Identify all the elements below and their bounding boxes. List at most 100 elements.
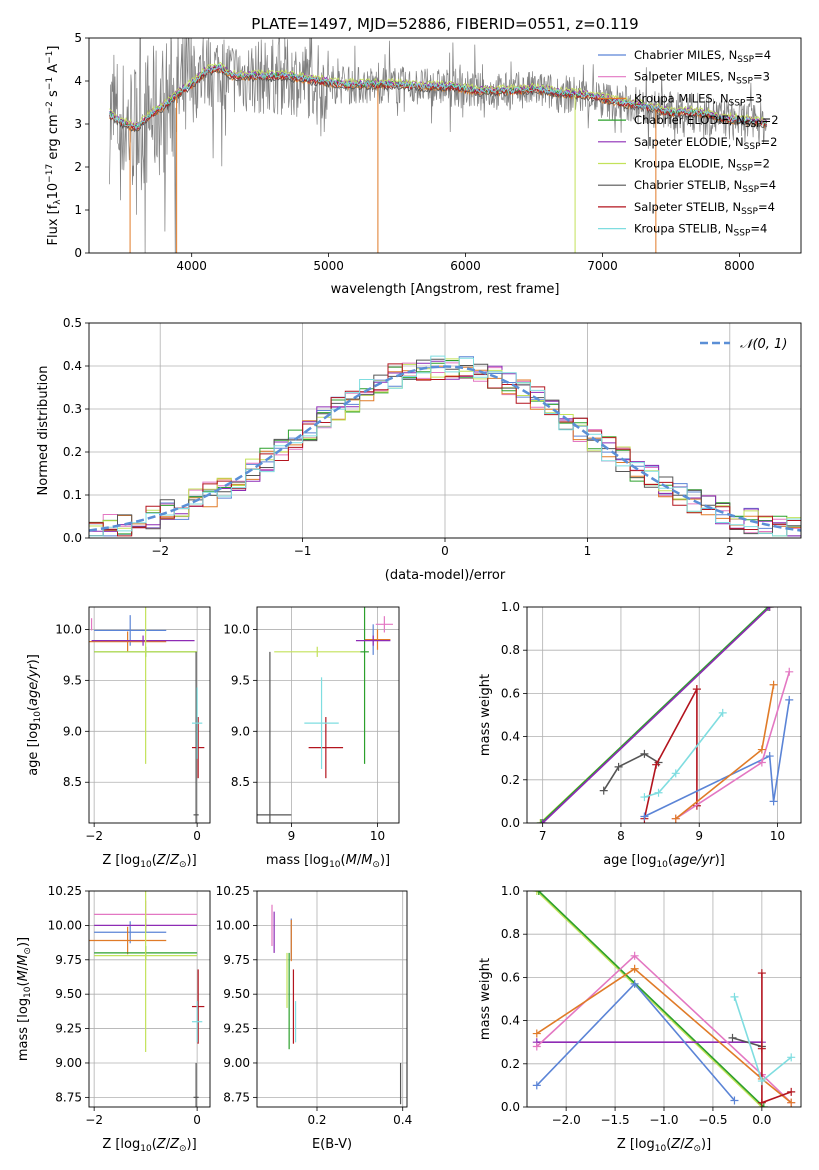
weight-point-salpeter_stelib: [692, 685, 701, 694]
y-tick-label: 0.6: [501, 970, 520, 984]
y-tick-label: 0.2: [501, 1057, 520, 1071]
weight-line-salpeter_elodie: [542, 607, 771, 823]
spectrum-ylabel: Flux [fλ10−17 erg cm−2 s−1 A−1]: [45, 46, 63, 246]
errorbar-chabrier_stelib: [193, 651, 199, 823]
y-tick-label: 8.5: [63, 775, 82, 789]
y-tick-label: 0.2: [63, 445, 82, 459]
weight-point-kroupa_elodie: [536, 819, 545, 823]
weight-point-chabrier_elodie: [537, 819, 546, 823]
mass_vs_ebv-frame: [256, 890, 408, 1108]
x-tick-label: −2: [85, 829, 103, 843]
mass_vs_z-axes: −2 0 8.75 9.00 9.25 9.50 9.75 10.00 10.25: [48, 884, 210, 1127]
weight-line-chabrier_stelib: [603, 752, 659, 792]
legend-label-chabrier_stelib: Chabrier STELIB, NSSP=4: [634, 178, 776, 195]
y-tick-label: 8.75: [55, 1090, 82, 1104]
residuals-ylabel: Normed distribution: [36, 366, 51, 496]
legend-label-kroupa_elodie: Kroupa ELODIE, NSSP=2: [634, 157, 770, 174]
histogram-salpeter_stelib: [89, 363, 801, 537]
mass-vs-z-xlabel: Z [log10(Z/Z⊙)]: [102, 1137, 196, 1154]
errorbar-salpeter_stelib: [191, 969, 205, 1044]
y-tick-label: 0: [74, 246, 82, 260]
weight-point-kroupa_stelib: [730, 992, 739, 1001]
spectrum-plot: [109, 38, 768, 253]
weight-line-kroupa_elodie: [536, 891, 763, 1107]
weight-point-salpeter_stelib: [757, 1044, 766, 1053]
errorbar-kroupa_elodie: [274, 646, 361, 657]
y-tick-label: 9.0: [63, 724, 82, 738]
weight-line-kroupa_miles: [675, 684, 775, 820]
x-tick-label: 9: [288, 829, 296, 843]
weight-point-kroupa_stelib: [757, 1077, 766, 1086]
y-tick-label: 9.5: [63, 673, 82, 687]
weight-line-kroupa_stelib: [733, 996, 792, 1083]
x-tick-label: −2: [151, 544, 169, 558]
model-spectrum-chabrier_stelib: [109, 68, 768, 133]
weight-point-chabrier_miles: [640, 812, 649, 821]
legend-label-salpeter_miles: Salpeter MILES, NSSP=3: [634, 70, 770, 87]
weight-point-chabrier_miles: [765, 752, 774, 761]
weight-vs-z-xlabel: Z [log10(Z/Z⊙)]: [617, 1137, 711, 1154]
x-tick-label: 0.0: [752, 1113, 771, 1127]
mass_vs_ebv-plot: [271, 904, 402, 1105]
weight-line-salpeter_stelib: [643, 688, 698, 819]
weight-point-salpeter_elodie: [538, 819, 547, 823]
weight-line-chabrier_miles: [644, 699, 791, 818]
errorbar-kroupa_elodie: [94, 891, 198, 1052]
y-tick-label: 10.0: [55, 622, 82, 636]
age-vs-z-xlabel: Z [log10(Z/Z⊙)]: [102, 853, 196, 870]
y-tick-label: 0.3: [63, 402, 82, 416]
y-tick-label: 0.0: [63, 531, 82, 545]
model-spectrum-salpeter_stelib: [109, 66, 768, 131]
weight-point-salpeter_stelib: [757, 969, 766, 978]
errorbar-salpeter_elodie: [355, 635, 391, 646]
legend-label-chabrier_miles: Chabrier MILES, NSSP=4: [634, 48, 771, 65]
mass_vs_ebv-axes: 0.2 0.4 8.75 9.00 9.25 9.50 9.75 10.00 10.25: [216, 884, 413, 1127]
x-tick-label: 7000: [587, 259, 618, 273]
residuals-axes: −2 −1 0 1 2 0.0 0.1 0.2 0.3 0.4 0.5: [63, 316, 801, 558]
y-tick-label: 0.1: [63, 488, 82, 502]
weight-point-kroupa_miles: [769, 680, 778, 689]
x-tick-label: 9: [695, 829, 703, 843]
x-tick-label: 5000: [313, 259, 344, 273]
y-tick-label: 3: [74, 117, 82, 131]
legend-label-kroupa_stelib: Kroupa STELIB, NSSP=4: [634, 222, 767, 239]
mass_vs_z-plot: [89, 891, 205, 1107]
errorbar-kroupa_miles: [89, 631, 167, 652]
x-tick-label: 1: [584, 544, 592, 558]
y-tick-label: 9.75: [223, 953, 250, 967]
weight-point-chabrier_elodie: [534, 891, 543, 895]
weight-point-chabrier_stelib: [599, 786, 608, 795]
mass-vs-ebv-xlabel: E(B-V): [312, 1137, 352, 1152]
x-tick-label: 10: [370, 829, 385, 843]
x-tick-label: 4000: [176, 259, 207, 273]
x-tick-label: −1.0: [649, 1113, 678, 1127]
y-tick-label: 0.4: [501, 1014, 520, 1028]
errorbar-salpeter_miles: [375, 616, 393, 633]
age-vs-mass-xlabel: mass [log10(M/M⊙)]: [266, 853, 390, 870]
weight_vs_z-frame: [526, 890, 802, 1108]
weight-point-salpeter_elodie: [765, 607, 774, 611]
y-tick-label: 9.75: [55, 953, 82, 967]
spectrum-xlabel: wavelength [Angstrom, rest frame]: [331, 282, 560, 297]
figure-title: PLATE=1497, MJD=52886, FIBERID=0551, z=0…: [251, 15, 638, 33]
x-tick-label: 0: [441, 544, 449, 558]
weight-point-salpeter_stelib: [787, 1087, 796, 1096]
weight-point-salpeter_miles: [630, 951, 639, 960]
age_vs_mass-plot: [257, 607, 393, 823]
x-tick-label: −2: [85, 1113, 103, 1127]
legend-label-kroupa_miles: Kroupa MILES, NSSP=3: [634, 91, 762, 108]
weight-point-salpeter_miles: [757, 758, 766, 767]
weight-point-salpeter_miles: [532, 1042, 541, 1051]
weight_vs_z-ylabel: mass weight: [478, 958, 493, 1040]
residuals-legend: 𝒩(0, 1): [700, 337, 787, 352]
weight-point-chabrier_miles: [532, 1081, 541, 1090]
legend-label-salpeter_elodie: Salpeter ELODIE, NSSP=2: [634, 135, 777, 152]
spectrum-legend: Chabrier MILES, NSSP=4 Salpeter MILES, NS…: [598, 48, 779, 239]
errorbar-kroupa_stelib: [191, 1001, 203, 1043]
weight-point-chabrier_elodie: [764, 607, 773, 611]
y-tick-label: 1.0: [501, 884, 520, 898]
y-tick-label: 9.00: [223, 1056, 250, 1070]
y-tick-label: 9.25: [55, 1022, 82, 1036]
weight-point-kroupa_elodie: [532, 891, 541, 895]
